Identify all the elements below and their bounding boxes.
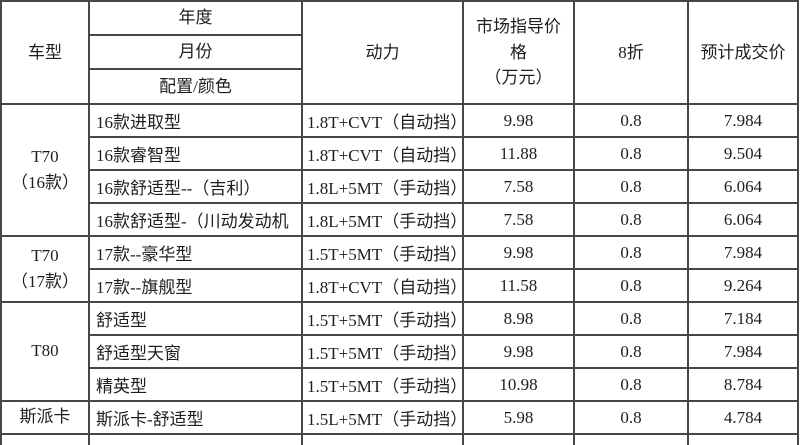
discount-cell: 0.8 (573, 235, 689, 270)
header-row-year: 车型 年度 动力 市场指导价 格 （万元） 8折 预计成交价 (0, 0, 799, 105)
header-power: 动力 (301, 0, 464, 105)
config-cell: 16款进取型 (88, 103, 303, 138)
power-cell: 1.8L+5MT（手动挡） (301, 202, 464, 237)
discount-cell: 0.8 (573, 367, 689, 402)
model-group-cell: T70 （16款） (0, 103, 90, 237)
header-model: 车型 (0, 0, 90, 105)
discount-cell: 0.8 (573, 202, 689, 237)
price-cell: 11.88 (462, 136, 575, 171)
price-cell: 9.98 (462, 103, 575, 138)
power-cell: 1.5T+5MT（手动挡） (301, 235, 464, 270)
price-cell: 7.58 (462, 202, 575, 237)
power-cell: 1.8L+5MT（手动挡） (301, 169, 464, 204)
table-row: 舒适型天窗 1.5T+5MT（手动挡） 9.98 0.8 7.984 (1, 334, 799, 369)
power-cell: 1.5T+5MT（手动挡） (301, 301, 464, 336)
config-cell: 16款舒适型--（吉利） (88, 169, 303, 204)
deal-cell: 8.784 (687, 367, 799, 402)
config-cell (88, 433, 303, 445)
header-row-config: 配置/颜色 (1, 68, 798, 105)
header-row-month: 月份 (1, 34, 798, 70)
power-cell: 1.8T+CVT（自动挡） (301, 103, 464, 138)
price-cell: 8.98 (462, 301, 575, 336)
discount-cell: 0.8 (573, 136, 689, 171)
deal-cell: 6.064 (687, 202, 799, 237)
discount-cell (573, 433, 689, 445)
power-cell: 1.8T+CVT（自动挡） (301, 136, 464, 171)
deal-cell (687, 433, 799, 445)
config-cell: 斯派卡-舒适型 (88, 400, 303, 435)
table-row-partial (0, 433, 799, 445)
discount-cell: 0.8 (573, 268, 689, 303)
config-cell: 16款睿智型 (88, 136, 303, 171)
deal-cell: 7.984 (687, 235, 799, 270)
discount-cell: 0.8 (573, 103, 689, 138)
table-row: 16款睿智型 1.8T+CVT（自动挡） 11.88 0.8 9.504 (1, 136, 799, 171)
header-deal-price: 预计成交价 (687, 0, 799, 105)
deal-cell: 7.984 (687, 103, 799, 138)
deal-cell: 9.264 (687, 268, 799, 303)
power-cell: 1.8T+CVT（自动挡） (301, 268, 464, 303)
deal-cell: 9.504 (687, 136, 799, 171)
header-year: 年度 (88, 0, 303, 36)
header-guide-price: 市场指导价 格 （万元） (462, 0, 575, 105)
header-config: 配置/颜色 (88, 68, 303, 105)
model-group-cell (0, 433, 90, 445)
model-group-cell: T70 （17款） (0, 235, 90, 303)
power-cell: 1.5T+5MT（手动挡） (301, 367, 464, 402)
model-group-cell: T80 (0, 301, 90, 402)
power-cell (301, 433, 464, 445)
table-row: T70 （16款） 16款进取型 1.8T+CVT（自动挡） 9.98 0.8 … (0, 103, 799, 237)
price-cell: 11.58 (462, 268, 575, 303)
deal-cell: 6.064 (687, 169, 799, 204)
table-row: T70 （17款） 17款--豪华型 1.5T+5MT（手动挡） 9.98 0.… (0, 235, 799, 303)
table-row: 17款--旗舰型 1.8T+CVT（自动挡） 11.58 0.8 9.264 (1, 268, 799, 303)
table-row: 斯派卡 斯派卡-舒适型 1.5L+5MT（手动挡） 5.98 0.8 4.784 (0, 400, 799, 435)
price-cell: 10.98 (462, 367, 575, 402)
discount-cell: 0.8 (573, 301, 689, 336)
config-cell: 16款舒适型-（川动发动机 (88, 202, 303, 237)
table-row: 16款舒适型--（吉利） 1.8L+5MT（手动挡） 7.58 0.8 6.06… (1, 169, 799, 204)
discount-cell: 0.8 (573, 334, 689, 369)
deal-cell: 7.184 (687, 301, 799, 336)
price-cell (462, 433, 575, 445)
deal-cell: 4.784 (687, 400, 799, 435)
table-row: T80 舒适型 1.5T+5MT（手动挡） 8.98 0.8 7.184 (0, 301, 799, 402)
table-row: 精英型 1.5T+5MT（手动挡） 10.98 0.8 8.784 (1, 367, 799, 402)
model-group-cell: 斯派卡 (0, 400, 90, 435)
config-cell: 17款--旗舰型 (88, 268, 303, 303)
price-cell: 7.58 (462, 169, 575, 204)
discount-cell: 0.8 (573, 169, 689, 204)
header-discount: 8折 (573, 0, 689, 105)
header-month: 月份 (88, 34, 303, 70)
price-cell: 9.98 (462, 235, 575, 270)
config-cell: 精英型 (88, 367, 303, 402)
config-cell: 舒适型 (88, 301, 303, 336)
config-cell: 17款--豪华型 (88, 235, 303, 270)
price-cell: 9.98 (462, 334, 575, 369)
table-row: 16款舒适型-（川动发动机 1.8L+5MT（手动挡） 7.58 0.8 6.0… (1, 202, 799, 237)
config-cell: 舒适型天窗 (88, 334, 303, 369)
discount-cell: 0.8 (573, 400, 689, 435)
price-cell: 5.98 (462, 400, 575, 435)
power-cell: 1.5L+5MT（手动挡） (301, 400, 464, 435)
deal-cell: 7.984 (687, 334, 799, 369)
power-cell: 1.5T+5MT（手动挡） (301, 334, 464, 369)
